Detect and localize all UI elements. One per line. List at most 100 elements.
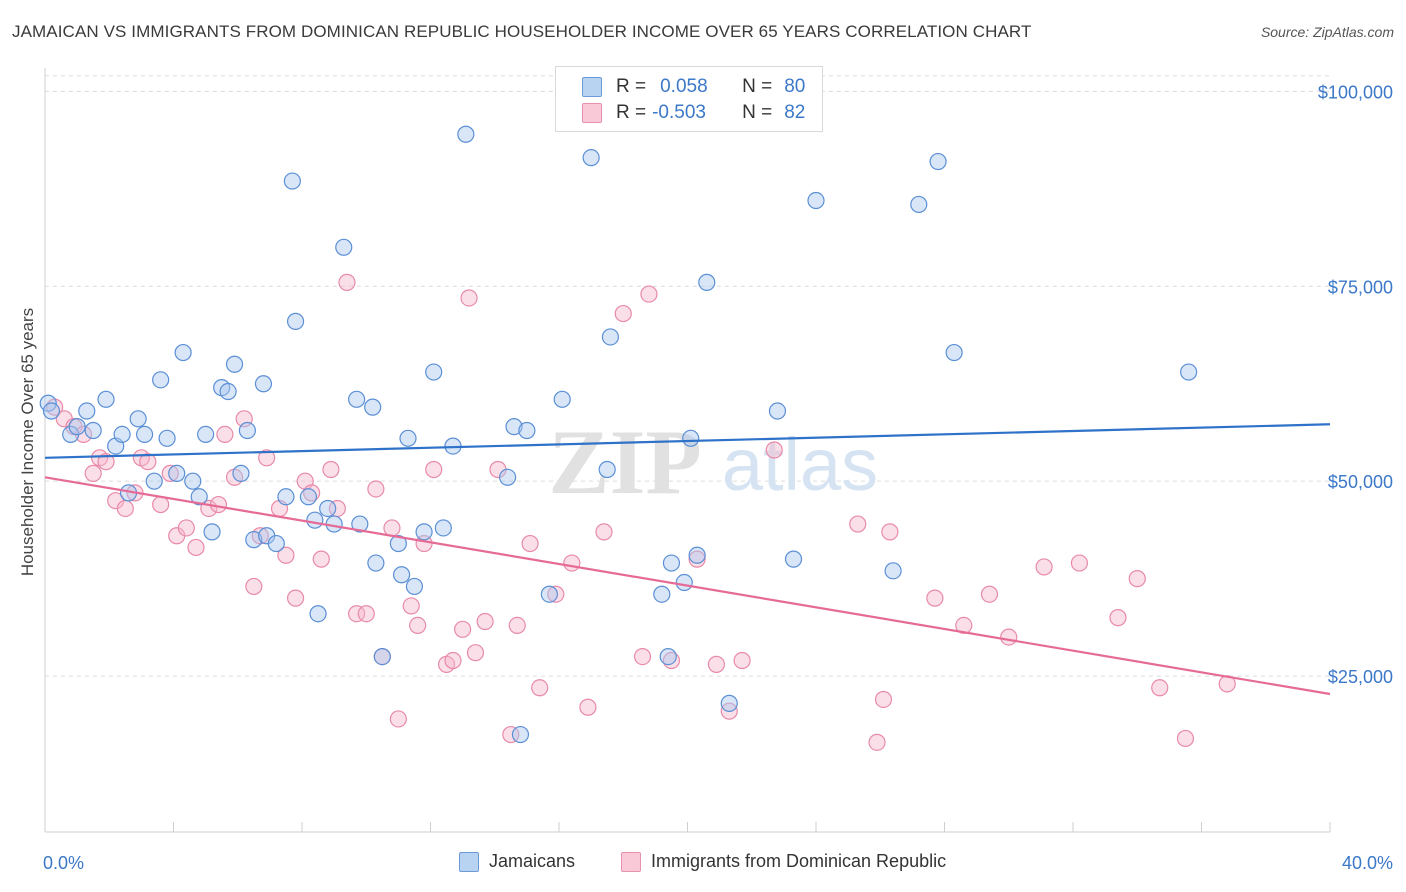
dominican-point [466, 644, 485, 662]
dominican-point [633, 647, 652, 666]
dominican-point [1176, 729, 1195, 748]
dominican-point [357, 605, 375, 623]
dominican-point [389, 710, 407, 728]
dominican-point [322, 460, 340, 479]
dominican-point [338, 273, 356, 291]
jamaican-point [399, 429, 417, 447]
dominican-point [454, 620, 472, 638]
jamaican-point [540, 585, 558, 603]
jamaican-point [319, 499, 337, 518]
dominican-point [508, 616, 526, 635]
jamaican-point [415, 523, 433, 541]
dominican-point [881, 523, 899, 541]
jamaican-point [254, 375, 273, 393]
dominican-trend-line [44, 476, 1331, 696]
jamaican-point [505, 418, 523, 436]
jamaican-point [225, 355, 244, 373]
dominican-point [563, 554, 581, 572]
jamaican-point [698, 273, 716, 291]
jamaican-point [434, 519, 452, 537]
legend-n-value: 80 [784, 76, 806, 97]
jamaican-point [348, 390, 366, 408]
jamaican-point [659, 647, 677, 666]
dominican-point [733, 651, 751, 670]
dominican-point [460, 289, 478, 307]
dominican-point [1070, 554, 1089, 572]
jamaican-point [152, 371, 170, 389]
jamaican-point [299, 488, 318, 506]
jamaican-point [174, 343, 192, 362]
legend-item-jamaicans[interactable]: Jamaicans [459, 851, 575, 872]
jamaican-point [306, 511, 324, 529]
dominican-point [531, 679, 549, 697]
chart-title: JAMAICAN VS IMMIGRANTS FROM DOMINICAN RE… [12, 22, 1032, 41]
dominican-point [425, 460, 443, 479]
dominican-point [502, 725, 520, 744]
series-legend: Jamaicans Immigrants from Dominican Repu… [0, 851, 1406, 877]
jamaican-point [68, 418, 86, 436]
jamaican-point [184, 472, 202, 490]
y-tick-label: $100,000 [1318, 82, 1393, 102]
jamaican-point [168, 464, 186, 482]
jamaican-point [364, 398, 382, 416]
jamaican-point [135, 425, 154, 444]
jamaican-point [367, 554, 385, 572]
legend-r-value: -0.503 [652, 102, 706, 123]
dominican-point [849, 515, 867, 533]
watermark-atlas: atlas [722, 423, 878, 506]
jamaican-point [277, 488, 295, 506]
dominican-point [1109, 609, 1127, 627]
watermark: ZIP atlas [548, 411, 878, 513]
jamaican-point [219, 382, 237, 401]
dominican-point [476, 612, 494, 631]
jamaican-point [929, 152, 947, 171]
jamaican-point [675, 573, 693, 592]
jamaican-point [768, 402, 787, 420]
jamaican-point [238, 421, 256, 440]
legend-swatch-jamaicans [459, 851, 479, 872]
stats-legend: R = 0.058 N = 80 R = -0.503 N = 82 [555, 66, 823, 132]
jamaican-point [145, 472, 163, 490]
watermark-zip: ZIP [548, 411, 701, 513]
legend-n-value: 82 [784, 102, 806, 123]
y-tick-label: $50,000 [1328, 472, 1393, 492]
legend-r-value: 0.058 [660, 76, 708, 97]
dominican-point [547, 585, 565, 603]
jamaican-point [245, 531, 263, 549]
jamaican-point [78, 402, 96, 420]
dominican-point [688, 550, 706, 568]
jamaican-point [662, 554, 681, 572]
jamaican-trend-line [44, 423, 1331, 459]
jamaican-point [720, 694, 738, 712]
y-tick-label: $75,000 [1328, 277, 1393, 297]
legend-row-jamaicans: R = 0.058 N = 80 [582, 74, 805, 100]
dominican-point [277, 546, 295, 564]
jamaican-point [884, 562, 902, 580]
jamaican-point [601, 328, 620, 346]
dominican-point [614, 304, 632, 323]
dominican-point [1000, 628, 1018, 646]
legend-label-jamaicans: Jamaicans [489, 851, 576, 871]
jamaican-point [511, 725, 530, 744]
jamaican-point [653, 585, 671, 603]
jamaican-point [97, 390, 115, 408]
dominican-point [444, 651, 462, 670]
dominican-point [409, 616, 427, 635]
legend-item-dominican[interactable]: Immigrants from Dominican Republic [621, 851, 946, 872]
jamaican-point [203, 523, 221, 541]
jamaican-point [197, 425, 215, 444]
dominican-point [1128, 570, 1146, 588]
legend-swatch-pink [582, 103, 602, 123]
dominican-point [1151, 679, 1169, 697]
axes [44, 68, 1331, 833]
jamaican-point [784, 550, 803, 568]
jamaican-point [286, 312, 305, 330]
legend-row-dominican: R = -0.503 N = 82 [582, 100, 805, 126]
dominican-point [980, 585, 999, 603]
dominican-point [348, 605, 366, 623]
jamaican-point [158, 429, 176, 447]
jamaican-point [373, 647, 391, 666]
dominican-point [139, 453, 157, 471]
dominican-point [367, 480, 385, 498]
legend-label-dominican: Immigrants from Dominican Republic [651, 851, 947, 871]
